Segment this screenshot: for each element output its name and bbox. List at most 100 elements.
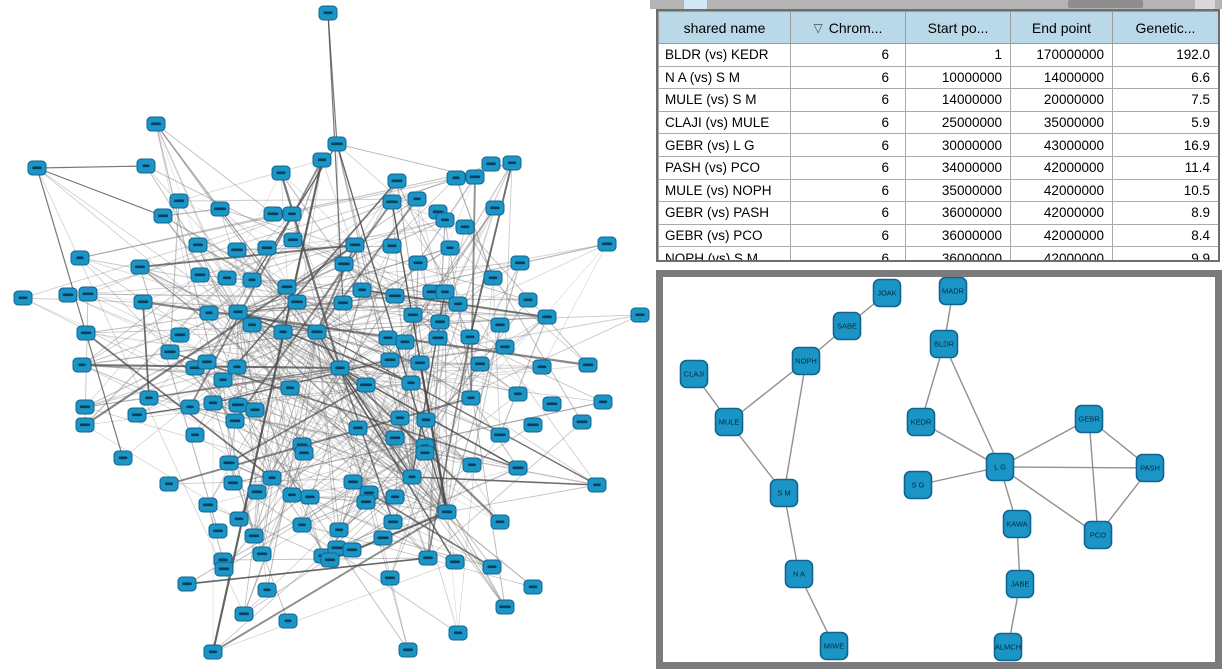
network-node[interactable] <box>508 386 528 402</box>
table-cell[interactable]: 30000000 <box>905 133 1011 157</box>
table-cell[interactable]: 6 <box>790 201 906 225</box>
table-cell[interactable]: 42000000 <box>1010 223 1113 248</box>
network-node[interactable] <box>490 514 510 530</box>
network-node[interactable] <box>217 270 237 286</box>
network-node[interactable] <box>345 237 365 253</box>
network-node[interactable] <box>428 330 448 346</box>
network-node[interactable] <box>278 613 298 629</box>
table-cell[interactable]: 6 <box>790 43 906 67</box>
network-node[interactable] <box>348 420 368 436</box>
table-cell[interactable]: 6 <box>790 110 906 135</box>
network-node[interactable] <box>482 559 502 575</box>
table-cell[interactable]: 43000000 <box>1010 133 1113 157</box>
network-node[interactable] <box>180 399 200 415</box>
network-node[interactable] <box>407 191 427 207</box>
network-node[interactable] <box>435 212 455 228</box>
network-node[interactable] <box>461 390 481 406</box>
network-node[interactable] <box>283 232 303 248</box>
network-node[interactable] <box>282 206 302 222</box>
network-node[interactable] <box>440 240 460 256</box>
network-node[interactable] <box>318 5 338 21</box>
table-cell[interactable]: 10000000 <box>905 65 1011 90</box>
subnetwork-node-n-a[interactable]: N A <box>784 559 814 589</box>
network-node[interactable] <box>330 360 350 376</box>
network-node[interactable] <box>203 395 223 411</box>
table-cell[interactable]: 42000000 <box>1010 155 1113 180</box>
network-node[interactable] <box>508 460 528 476</box>
main-network-canvas[interactable] <box>0 0 655 669</box>
table-row[interactable]: GEBR (vs) PCO 6 36000000 42000000 8.4 <box>658 223 1218 248</box>
network-node[interactable] <box>402 469 422 485</box>
network-node[interactable] <box>343 474 363 490</box>
network-node[interactable] <box>518 292 538 308</box>
subnetwork-node-kedr[interactable]: KEDR <box>906 407 936 437</box>
network-node[interactable] <box>227 242 247 258</box>
network-node[interactable] <box>490 317 510 333</box>
network-node[interactable] <box>190 267 210 283</box>
network-node[interactable] <box>247 484 267 500</box>
subnetwork-edge[interactable] <box>999 466 1099 536</box>
table-cell[interactable]: 170000000 <box>1010 43 1113 67</box>
network-node[interactable] <box>373 530 393 546</box>
subnetwork-edge[interactable] <box>999 418 1090 468</box>
network-node[interactable] <box>387 173 407 189</box>
network-node[interactable] <box>385 288 405 304</box>
subnetwork-node-jabe[interactable]: JABE <box>1005 569 1035 599</box>
network-node[interactable] <box>495 339 515 355</box>
table-cell[interactable]: 8.4 <box>1112 223 1218 248</box>
network-node[interactable] <box>282 487 302 503</box>
table-cell[interactable]: 16.9 <box>1112 133 1218 157</box>
subnetwork-node-joak[interactable]: JOAK <box>872 278 902 308</box>
network-node[interactable] <box>380 352 400 368</box>
network-node[interactable] <box>481 156 501 172</box>
network-node[interactable] <box>139 390 159 406</box>
network-node[interactable] <box>342 542 362 558</box>
column-header-genetic[interactable]: Genetic... <box>1112 11 1218 44</box>
network-node[interactable] <box>380 570 400 586</box>
network-node[interactable] <box>213 372 233 388</box>
network-node[interactable] <box>448 625 468 641</box>
subnetwork-node-s-m[interactable]: S M <box>769 478 799 508</box>
network-node[interactable] <box>214 561 234 577</box>
table-cell[interactable]: 6 <box>790 133 906 157</box>
subnetwork-canvas[interactable]: JOAK MADR SABE NOPH BLDR CLAJI MULE KEDR GEBR PAS… <box>663 277 1215 662</box>
table-cell[interactable]: GEBR (vs) PCO <box>658 223 791 248</box>
network-node[interactable] <box>227 359 247 375</box>
network-node[interactable] <box>170 327 190 343</box>
network-node[interactable] <box>177 576 197 592</box>
network-node[interactable] <box>113 450 133 466</box>
network-node[interactable] <box>234 606 254 622</box>
network-node[interactable] <box>356 494 376 510</box>
table-cell[interactable]: 14000000 <box>1010 65 1113 90</box>
network-node[interactable] <box>490 427 510 443</box>
network-node[interactable] <box>593 394 613 410</box>
table-row[interactable]: MULE (vs) S M 6 14000000 20000000 7.5 <box>658 88 1218 112</box>
network-node[interactable] <box>537 309 557 325</box>
table-cell[interactable]: 34000000 <box>905 155 1011 180</box>
subnetwork-node-kawa[interactable]: KAWA <box>1002 509 1032 539</box>
column-header-start-point[interactable]: Start po... <box>905 11 1011 44</box>
network-node[interactable] <box>403 307 423 323</box>
table-cell[interactable]: MULE (vs) NOPH <box>658 178 791 203</box>
network-node[interactable] <box>277 279 297 295</box>
network-node[interactable] <box>334 256 354 272</box>
network-node[interactable] <box>273 324 293 340</box>
subnetwork-node-miwe[interactable]: MIWE <box>819 631 849 661</box>
table-cell[interactable]: NOPH (vs) S M <box>658 246 791 260</box>
network-node[interactable] <box>455 219 475 235</box>
network-node[interactable] <box>385 489 405 505</box>
network-node[interactable] <box>327 136 347 152</box>
table-cell[interactable]: GEBR (vs) PASH <box>658 201 791 225</box>
network-node[interactable] <box>445 554 465 570</box>
network-node[interactable] <box>352 282 372 298</box>
network-node[interactable] <box>410 355 430 371</box>
network-node[interactable] <box>133 294 153 310</box>
network-node[interactable] <box>578 357 598 373</box>
network-node[interactable] <box>502 155 522 171</box>
network-node[interactable] <box>169 193 189 209</box>
network-node[interactable] <box>292 517 312 533</box>
network-node[interactable] <box>630 307 650 323</box>
network-node[interactable] <box>188 237 208 253</box>
table-cell[interactable]: 25000000 <box>905 110 1011 135</box>
table-cell[interactable]: 36000000 <box>905 201 1011 225</box>
